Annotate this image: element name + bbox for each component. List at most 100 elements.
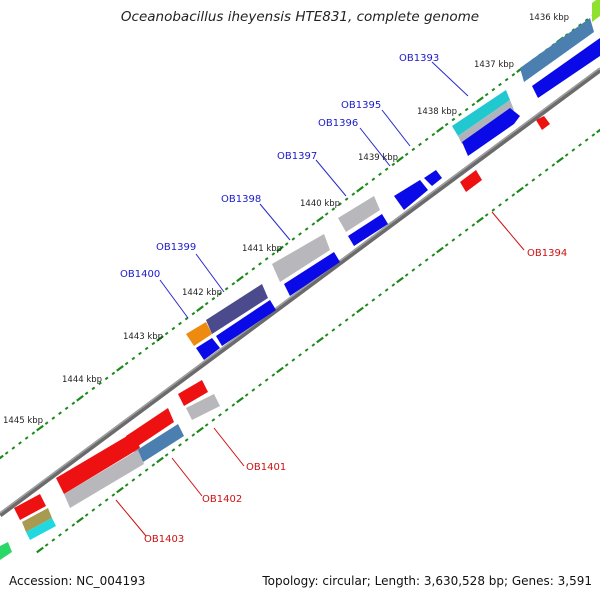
blue-arrow-ob1395[interactable]	[462, 108, 520, 156]
ruler-tick	[76, 395, 84, 402]
ruler-tick	[144, 346, 149, 351]
ruler-tick	[584, 18, 589, 22]
gene-label-ob1402[interactable]: OB1402	[202, 494, 242, 505]
steelblue-gene-block-ob1402[interactable]	[134, 424, 184, 464]
gene-label-ob1398[interactable]: OB1398	[221, 194, 261, 205]
blue-arrow-ob1397[interactable]	[348, 214, 388, 246]
gene-label-ob1396[interactable]: OB1396	[318, 118, 358, 129]
ruler-tick	[276, 245, 284, 253]
green-gene-block[interactable]	[0, 542, 12, 560]
ruler-tick	[124, 483, 129, 487]
cyan-gene-block-ob1393[interactable]	[452, 90, 510, 136]
ruler-tick	[156, 335, 164, 342]
gene-label-ob1393[interactable]: OB1393	[399, 53, 439, 64]
ruler-tick	[471, 102, 476, 107]
ruler-tick	[396, 276, 404, 284]
ruler-tick	[464, 228, 469, 232]
ruler-tick	[211, 418, 216, 422]
ruler-tick	[464, 107, 469, 112]
gene-label-ob1400[interactable]: OB1400	[120, 269, 160, 280]
ruler-tick	[304, 227, 309, 231]
ruler-tick	[411, 147, 416, 152]
ruler-tick	[51, 538, 56, 542]
ruler-label-1436: 1436 kbp	[529, 13, 569, 23]
navy-gene-block-ob1399[interactable]	[206, 284, 268, 334]
red-arrow-bottom-left[interactable]	[14, 494, 46, 520]
ruler-tick	[251, 388, 256, 392]
gene-label-ob1397[interactable]: OB1397	[277, 151, 317, 162]
ruler-tick	[351, 313, 356, 317]
ruler-tick	[131, 478, 136, 482]
ruler-tick	[451, 238, 456, 242]
label-connectors	[115, 61, 525, 537]
accession-text: Accession: NC_004193	[9, 574, 146, 588]
steelblue-gene-block-1436[interactable]	[520, 18, 594, 82]
gene-label-ob1395[interactable]: OB1395	[341, 100, 381, 111]
reverse-gene-labels: OB1394 OB1401 OB1402 OB1403	[144, 248, 567, 545]
gray-gene-block-ob1401[interactable]	[186, 394, 220, 420]
ruler-tick	[271, 252, 276, 256]
orange-gene-block-ob1400[interactable]	[186, 322, 212, 346]
ruler-tick	[124, 361, 129, 366]
ruler-tick	[291, 358, 296, 362]
forward-gene-labels: OB1393 OB1395 OB1396 OB1397 OB1398 OB139…	[120, 53, 439, 280]
ruler-tick	[551, 163, 556, 167]
ruler-tick	[364, 182, 369, 186]
ruler-tick	[184, 438, 189, 442]
gray-gene-block-ob1393[interactable]	[458, 100, 514, 144]
ruler-tick	[436, 126, 444, 133]
gray-gene-block-ob1397[interactable]	[338, 196, 380, 232]
ruler-tick	[258, 262, 262, 266]
ruler-tick	[236, 275, 244, 283]
gray-gene-block-ob1403[interactable]	[64, 450, 144, 508]
gene-label-ob1401[interactable]: OB1401	[246, 462, 286, 473]
ruler-tick	[271, 373, 276, 377]
ruler-tick	[196, 305, 204, 312]
gene-label-ob1399[interactable]: OB1399	[156, 242, 196, 253]
ruler-tick	[556, 156, 564, 164]
ruler-tick	[431, 132, 436, 137]
ruler-tick	[578, 143, 582, 147]
red-arrow-ob1403[interactable]	[56, 432, 140, 494]
ruler-tick	[231, 403, 236, 407]
ruler-tick	[236, 396, 244, 404]
ruler-tick	[264, 257, 269, 261]
blue-arrow-ob1400[interactable]	[196, 338, 220, 360]
blue-arrow-ob1398[interactable]	[284, 252, 340, 296]
ruler-tick	[424, 258, 429, 262]
ruler-tick	[58, 533, 62, 537]
ruler-tick	[316, 215, 324, 223]
gene-label-ob1403[interactable]: OB1403	[144, 534, 184, 545]
ruler-tick	[218, 291, 222, 296]
ruler-tick	[151, 463, 156, 467]
ruler-tick	[338, 323, 342, 327]
ruler-tick	[324, 333, 329, 337]
blue-arrow-1436[interactable]	[532, 38, 600, 98]
olive-gene-block[interactable]	[22, 508, 52, 532]
ruler-tick	[211, 297, 216, 301]
ruler-tick	[4, 451, 9, 455]
lime-gene-block[interactable]	[592, 0, 600, 22]
ruler-tick	[204, 423, 209, 427]
ruler-tick	[191, 433, 196, 437]
ruler-tick	[64, 528, 69, 532]
blue-arrow-ob1396[interactable]	[394, 180, 428, 210]
red-arrow-ob1401[interactable]	[178, 380, 208, 406]
red-arrow-ob1394[interactable]	[460, 170, 482, 192]
gray-gene-block-ob1398[interactable]	[272, 234, 330, 282]
red-arrow-small[interactable]	[536, 116, 550, 130]
gene-label-ob1394[interactable]: OB1394	[527, 248, 567, 259]
ruler-tick	[191, 311, 196, 316]
red-arrow-ob1402[interactable]	[126, 408, 174, 450]
ruler-tick	[418, 142, 422, 147]
blue-arrow-ob1396b[interactable]	[424, 170, 442, 186]
ruler-tick	[391, 283, 396, 287]
ruler-label-1443: 1443 kbp	[123, 332, 163, 342]
ruler-tick	[311, 222, 316, 226]
ruler-tick	[378, 293, 382, 297]
cyan-gene-block-bottom[interactable]	[26, 518, 56, 540]
blue-arrow-ob1399[interactable]	[216, 300, 276, 346]
ruler-tick	[138, 473, 142, 477]
ruler-tick	[418, 263, 422, 267]
ruler-tick	[591, 133, 596, 137]
